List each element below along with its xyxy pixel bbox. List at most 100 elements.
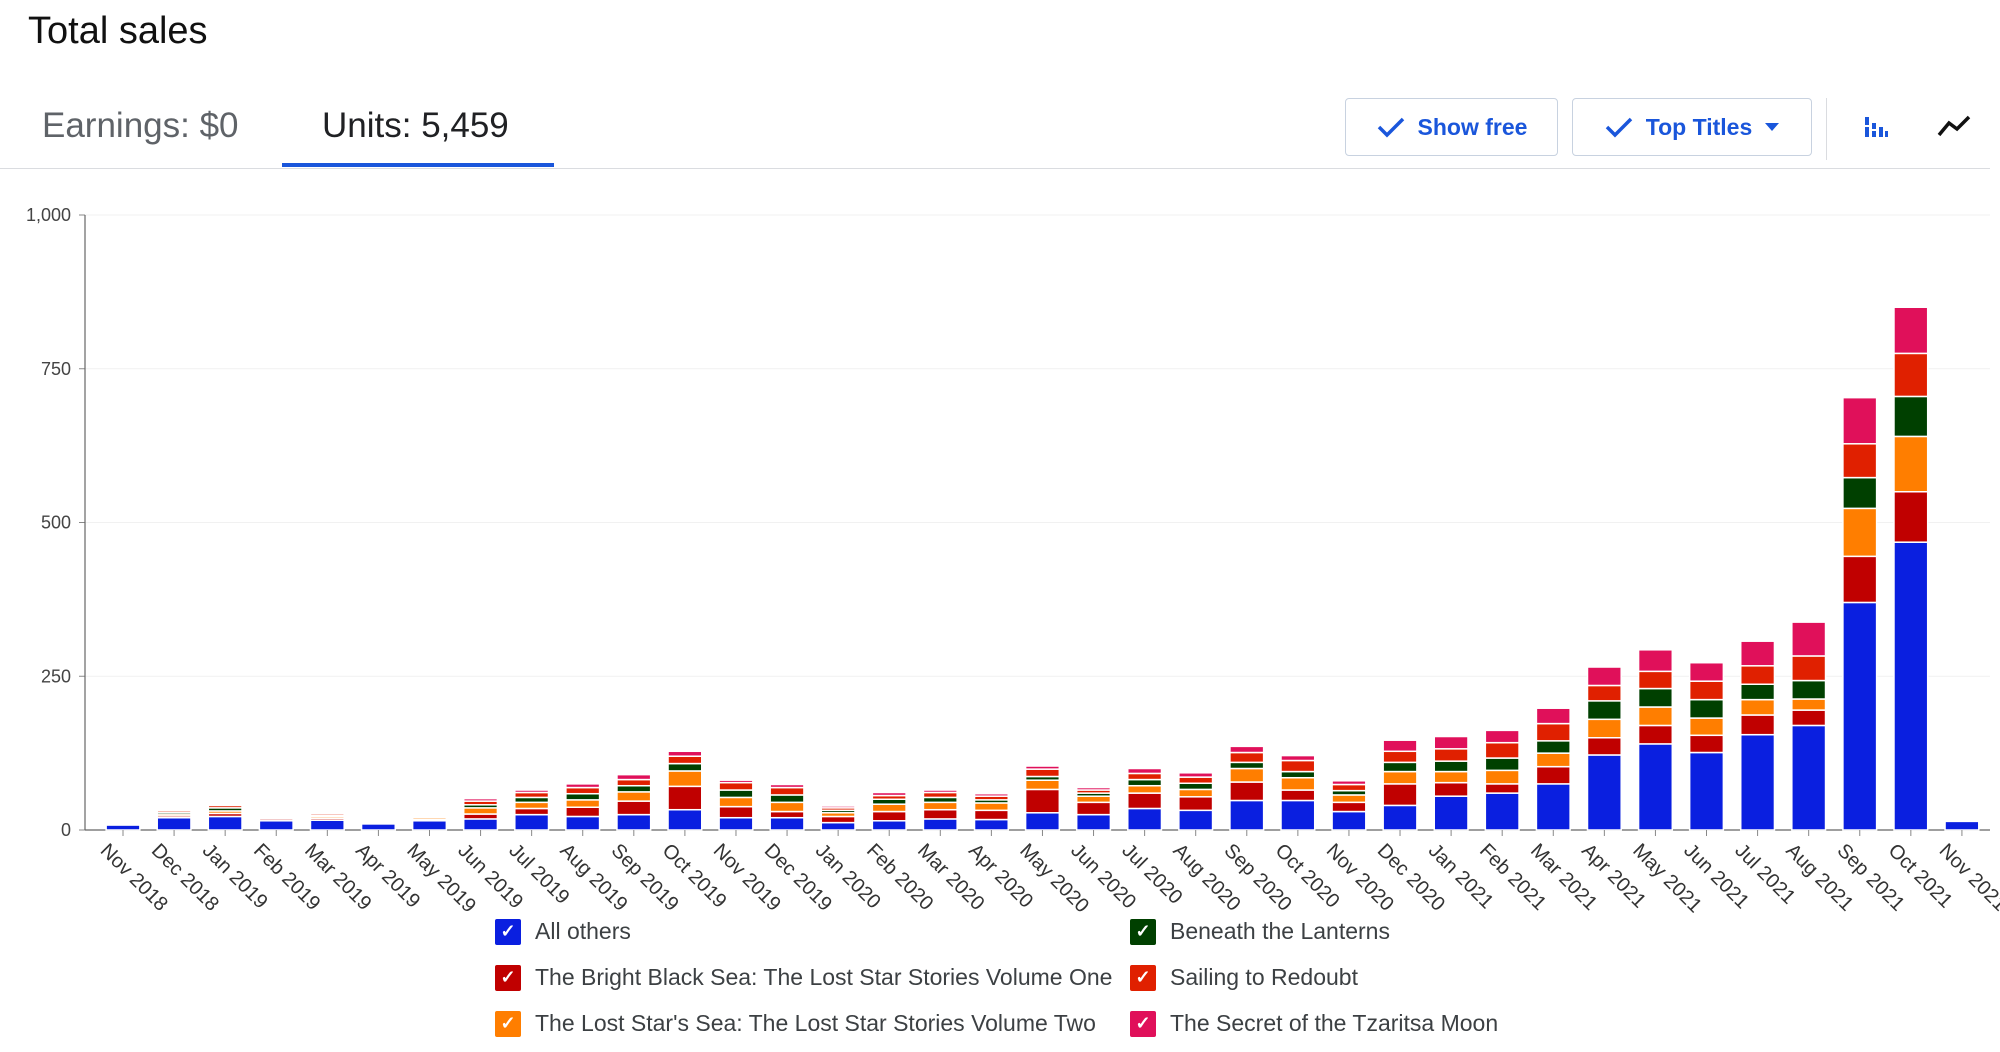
bar-segment-the-secret-of-the-tzaritsa-moon: Dec 2018 — The Secret of the Tzaritsa Mo… (156, 808, 192, 812)
legend-item-all-others[interactable]: ✓ All others (495, 918, 631, 945)
bar-segment-the-lost-star-s-sea-the-lost-star-stories-volume-two: Jun 2021 — The Lost Star's Sea: The Lost… (1688, 717, 1725, 737)
bar-segment-beneath-the-lanterns: Dec 2020 — Beneath the Lanterns: 15 (1382, 761, 1418, 773)
show-free-button[interactable]: Show free (1345, 98, 1558, 156)
bar-segment-all-others: Dec 2020 — All others: 40 (1382, 804, 1418, 831)
bar-segment-the-secret-of-the-tzaritsa-moon: Nov 2020 — The Secret of the Tzaritsa Mo… (1331, 780, 1367, 786)
bar-segment-the-lost-star-s-sea-the-lost-star-stories-volume-two: Sep 2019 — The Lost Star's Sea: The Lost… (616, 791, 652, 802)
bar-segment-sailing-to-redoubt: Sep 2021 — Sailing to Redoubt: 55 (1842, 443, 1878, 479)
line-chart-view-button[interactable] (1930, 104, 1978, 152)
bar-segment-the-secret-of-the-tzaritsa-moon: May 2021 — The Secret of the Tzaritsa Mo… (1637, 649, 1674, 673)
bar-segment-the-lost-star-s-sea-the-lost-star-stories-volume-two: Feb 2021 — The Lost Star's Sea: The Lost… (1484, 769, 1520, 785)
bar-segment-beneath-the-lanterns: Oct 2021 — Beneath the Lanterns: 65 (1893, 395, 1929, 438)
bar-segment-all-others: Dec 2018 — All others: 20 (156, 816, 192, 831)
legend-item-beneath-the-lanterns[interactable]: ✓ Beneath the Lanterns (1130, 918, 1390, 945)
bar-segment-the-secret-of-the-tzaritsa-moon: Jul 2021 — The Secret of the Tzaritsa Mo… (1739, 640, 1776, 667)
bar-segment-the-bright-black-sea-the-lost-star-stories-volume-one: Apr 2021 — The Bright Black Sea: The Los… (1586, 737, 1622, 756)
bar-segment-all-others: Nov 2018 — All others: 8 (105, 824, 141, 831)
bar-segment-the-bright-black-sea-the-lost-star-stories-volume-one: Oct 2020 — The Bright Black Sea: The Los… (1280, 789, 1316, 802)
bar-segment-the-bright-black-sea-the-lost-star-stories-volume-one: Jun 2021 — The Bright Black Sea: The Los… (1688, 734, 1725, 754)
bar-segment-sailing-to-redoubt: Feb 2019 — Sailing to Redoubt: 1 (258, 816, 294, 819)
line-chart-icon (1937, 113, 1971, 144)
bar-segment-the-lost-star-s-sea-the-lost-star-stories-volume-two: Apr 2021 — The Lost Star's Sea: The Lost… (1586, 718, 1622, 739)
bar-segment-all-others: Aug 2021 — All others: 170 (1791, 724, 1827, 831)
bar-segment-all-others: Feb 2021 — All others: 60 (1484, 792, 1520, 831)
bar-segment-all-others: May 2020 — All others: 28 (1024, 812, 1061, 831)
bar-segment-all-others: Dec 2019 — All others: 20 (769, 816, 805, 831)
bar-segment-the-secret-of-the-tzaritsa-moon: Apr 2020 — The Secret of the Tzaritsa Mo… (973, 792, 1009, 797)
bar-segment-all-others: Jun 2021 — All others: 126 (1688, 751, 1725, 831)
bar-segment-the-bright-black-sea-the-lost-star-stories-volume-one: Sep 2019 — The Bright Black Sea: The Los… (616, 800, 652, 816)
bar-segment-the-secret-of-the-tzaritsa-moon: Sep 2021 — The Secret of the Tzaritsa Mo… (1842, 396, 1878, 445)
legend-item-the-secret-of-the-tzaritsa-moon[interactable]: ✓ The Secret of the Tzaritsa Moon (1130, 1010, 1498, 1037)
bar-segment-beneath-the-lanterns: Mar 2021 — Beneath the Lanterns: 20 (1535, 740, 1571, 754)
bar-segment-beneath-the-lanterns: Jun 2021 — Beneath the Lanterns: 30 (1688, 698, 1725, 719)
bar-segment-beneath-the-lanterns: Nov 2019 — Beneath the Lanterns: 12 (718, 789, 754, 799)
y-tick-label: 1,000 (26, 205, 71, 225)
bar-segment-the-bright-black-sea-the-lost-star-stories-volume-one: Aug 2021 — The Bright Black Sea: The Los… (1791, 709, 1827, 727)
bar-segment-all-others: Aug 2019 — All others: 22 (565, 815, 601, 831)
legend-item-the-bright-black-sea-the-lost-star-stories-volume-one[interactable]: ✓ The Bright Black Sea: The Lost Star Sto… (495, 964, 1112, 991)
bar-segment-the-secret-of-the-tzaritsa-moon: Mar 2019 — The Secret of the Tzaritsa Mo… (309, 811, 345, 815)
bar-segment-sailing-to-redoubt: Aug 2020 — Sailing to Redoubt: 10 (1178, 776, 1214, 785)
bar-segment-the-lost-star-s-sea-the-lost-star-stories-volume-two: Aug 2020 — The Lost Star's Sea: The Lost… (1178, 788, 1214, 798)
bar-segment-the-secret-of-the-tzaritsa-moon: Sep 2019 — The Secret of the Tzaritsa Mo… (616, 773, 652, 781)
bar-segment-the-lost-star-s-sea-the-lost-star-stories-volume-two: Feb 2020 — The Lost Star's Sea: The Lost… (871, 803, 907, 813)
bar-segment-the-bright-black-sea-the-lost-star-stories-volume-one: Jul 2020 — The Bright Black Sea: The Los… (1127, 792, 1163, 810)
bar-segment-sailing-to-redoubt: Jun 2021 — Sailing to Redoubt: 30 (1688, 680, 1725, 701)
bar-segment-all-others: May 2019 — All others: 15 (411, 820, 448, 831)
bar-segment-sailing-to-redoubt: Dec 2019 — Sailing to Redoubt: 12 (769, 786, 805, 796)
bar-segment-sailing-to-redoubt: Oct 2020 — Sailing to Redoubt: 18 (1280, 759, 1316, 773)
bar-segment-the-bright-black-sea-the-lost-star-stories-volume-one: May 2021 — The Bright Black Sea: The Los… (1637, 724, 1674, 745)
bar-segment-sailing-to-redoubt: Sep 2019 — Sailing to Redoubt: 10 (616, 778, 652, 787)
bar-segment-the-secret-of-the-tzaritsa-moon: Feb 2020 — The Secret of the Tzaritsa Mo… (871, 791, 907, 797)
bar-segment-the-lost-star-s-sea-the-lost-star-stories-volume-two: Jan 2021 — The Lost Star's Sea: The Lost… (1433, 770, 1469, 784)
legend-item-sailing-to-redoubt[interactable]: ✓ Sailing to Redoubt (1130, 964, 1358, 991)
bar-segment-the-secret-of-the-tzaritsa-moon: Aug 2021 — The Secret of the Tzaritsa Mo… (1791, 621, 1827, 657)
bar-segment-all-others: May 2021 — All others: 140 (1637, 743, 1674, 831)
bar-segment-all-others: Feb 2020 — All others: 15 (871, 820, 907, 831)
tab-earnings[interactable]: Earnings: $0 (42, 106, 239, 145)
bar-segment-the-lost-star-s-sea-the-lost-star-stories-volume-two: Oct 2020 — The Lost Star's Sea: The Lost… (1280, 776, 1316, 791)
bar-segment-the-lost-star-s-sea-the-lost-star-stories-volume-two: Dec 2019 — The Lost Star's Sea: The Lost… (769, 801, 805, 813)
checkbox-checked-icon: ✓ (495, 918, 521, 945)
bar-segment-all-others: Jun 2020 — All others: 25 (1075, 813, 1112, 831)
bar-segment-the-lost-star-s-sea-the-lost-star-stories-volume-two: Oct 2019 — The Lost Star's Sea: The Lost… (667, 770, 703, 788)
bar-segment-the-bright-black-sea-the-lost-star-stories-volume-one: Nov 2020 — The Bright Black Sea: The Los… (1331, 801, 1367, 813)
bar-segment-all-others: Jul 2021 — All others: 155 (1739, 733, 1776, 831)
bar-segment-the-lost-star-s-sea-the-lost-star-stories-volume-two: Aug 2019 — The Lost Star's Sea: The Lost… (565, 799, 601, 808)
bar-segment-all-others: Jun 2019 — All others: 18 (462, 818, 499, 831)
bar-segment-the-lost-star-s-sea-the-lost-star-stories-volume-two: Jul 2020 — The Lost Star's Sea: The Lost… (1127, 784, 1163, 794)
tab-units[interactable]: Units: 5,459 (322, 106, 509, 145)
bar-segment-the-bright-black-sea-the-lost-star-stories-volume-one: Aug 2020 — The Bright Black Sea: The Los… (1178, 796, 1214, 812)
bar-segment-the-lost-star-s-sea-the-lost-star-stories-volume-two: Aug 2021 — The Lost Star's Sea: The Lost… (1791, 698, 1827, 711)
top-titles-dropdown[interactable]: Top Titles (1572, 98, 1812, 156)
bar-segment-all-others: Oct 2019 — All others: 33 (667, 808, 703, 831)
bar-segment-beneath-the-lanterns: Jul 2021 — Beneath the Lanterns: 25 (1739, 683, 1776, 701)
page-title: Total sales (28, 10, 208, 52)
bar-segment-sailing-to-redoubt: Mar 2021 — Sailing to Redoubt: 28 (1535, 722, 1571, 742)
checkbox-checked-icon: ✓ (1130, 918, 1156, 945)
bar-segment-the-secret-of-the-tzaritsa-moon: May 2019 — The Secret of the Tzaritsa Mo… (411, 815, 448, 818)
bar-segment-sailing-to-redoubt: Aug 2019 — Sailing to Redoubt: 10 (565, 786, 601, 795)
checkbox-checked-icon: ✓ (1130, 1010, 1156, 1037)
bar-segment-the-bright-black-sea-the-lost-star-stories-volume-one: Mar 2020 — The Bright Black Sea: The Los… (922, 808, 958, 820)
bar-segment-the-secret-of-the-tzaritsa-moon: Dec 2020 — The Secret of the Tzaritsa Mo… (1382, 739, 1418, 753)
check-icon (1604, 115, 1634, 139)
legend-label: The Secret of the Tzaritsa Moon (1170, 1010, 1499, 1036)
bar-segment-sailing-to-redoubt: May 2021 — Sailing to Redoubt: 28 (1637, 670, 1674, 690)
bar-segment-the-bright-black-sea-the-lost-star-stories-volume-one: Apr 2020 — The Bright Black Sea: The Los… (973, 809, 1009, 821)
bar-segment-sailing-to-redoubt: Sep 2020 — Sailing to Redoubt: 16 (1229, 751, 1265, 764)
y-tick-label: 250 (41, 666, 71, 686)
bar-chart-view-button[interactable] (1852, 104, 1900, 152)
bar-segment-all-others: Apr 2020 — All others: 17 (973, 818, 1009, 831)
bar-segment-the-lost-star-s-sea-the-lost-star-stories-volume-two: Mar 2020 — The Lost Star's Sea: The Lost… (922, 801, 958, 811)
bar-segment-the-secret-of-the-tzaritsa-moon: Aug 2020 — The Secret of the Tzaritsa Mo… (1178, 772, 1214, 778)
bar-segment-the-bright-black-sea-the-lost-star-stories-volume-one: Nov 2019 — The Bright Black Sea: The Los… (718, 805, 754, 819)
legend-label: All others (535, 918, 631, 944)
toolbar-divider (1826, 98, 1827, 160)
y-tick-label: 0 (61, 820, 71, 840)
bar-segment-all-others: Nov 2020 — All others: 30 (1331, 810, 1367, 831)
legend-item-the-lost-star-s-sea-the-lost-star-stories-volume-two[interactable]: ✓ The Lost Star's Sea: The Lost Star Stor… (495, 1010, 1096, 1037)
bar-segment-the-lost-star-s-sea-the-lost-star-stories-volume-two: Jul 2019 — The Lost Star's Sea: The Lost… (514, 801, 550, 810)
bar-segment-the-lost-star-s-sea-the-lost-star-stories-volume-two: Mar 2021 — The Lost Star's Sea: The Lost… (1535, 752, 1571, 768)
